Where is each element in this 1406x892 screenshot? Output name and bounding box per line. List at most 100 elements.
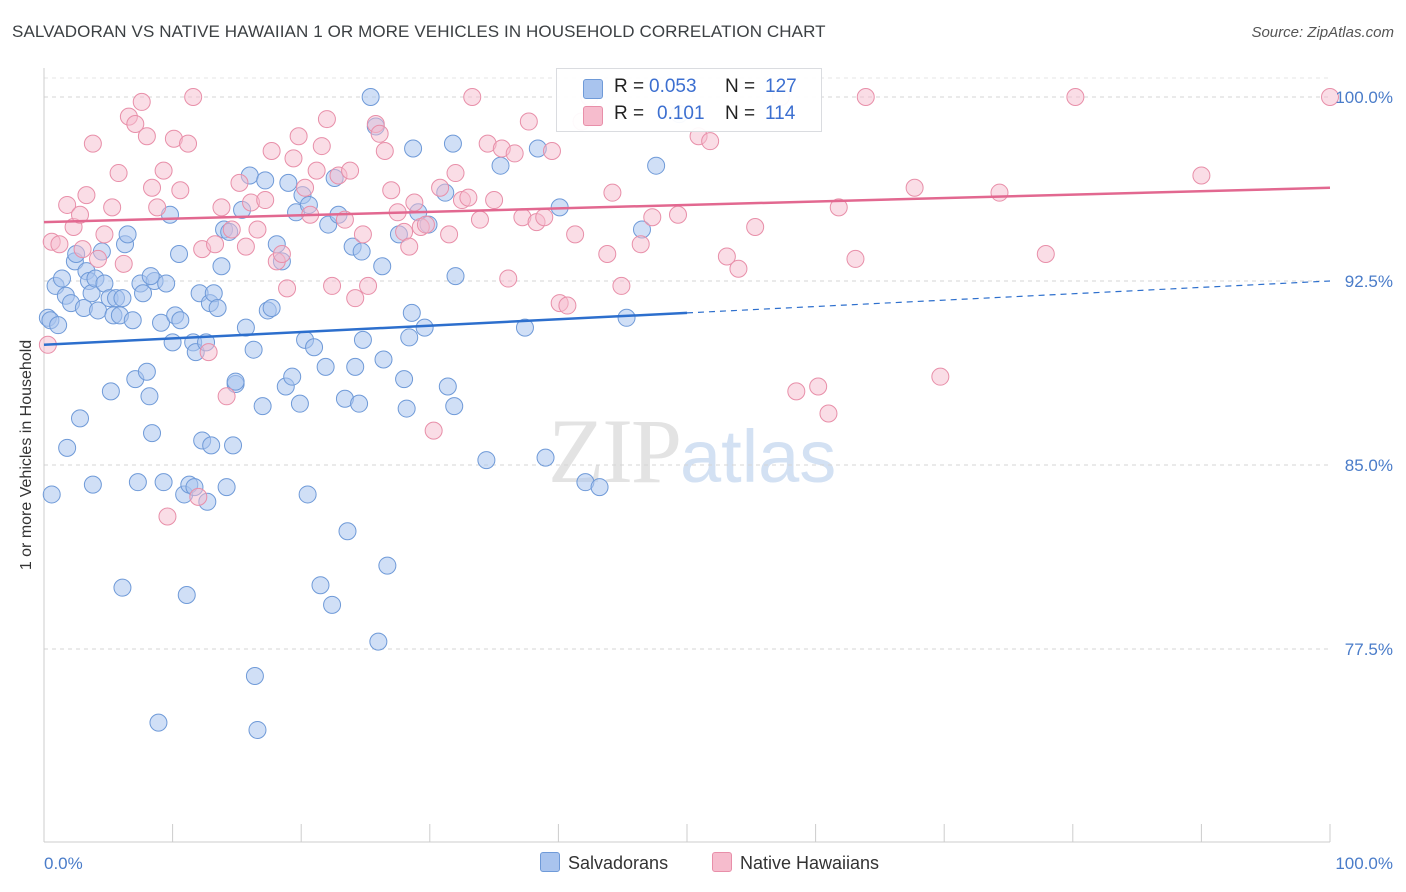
native-hawaiian-point bbox=[359, 276, 378, 295]
native-hawaiian-point bbox=[103, 198, 122, 217]
x-tick-label: 100.0% bbox=[1335, 854, 1393, 873]
native-hawaiian-point bbox=[809, 377, 828, 396]
salvadoran-point bbox=[42, 485, 61, 504]
salvadoran-point bbox=[256, 171, 275, 190]
native-hawaiian-point bbox=[89, 249, 108, 268]
native-hawaiian-point bbox=[405, 193, 424, 212]
native-hawaiian-point bbox=[905, 178, 924, 197]
bottom-legend-salvadorans: Salvadorans bbox=[540, 852, 668, 874]
native-hawaiian-point bbox=[542, 141, 561, 160]
native-hawaiian-point bbox=[787, 382, 806, 401]
salvadoran-point bbox=[236, 318, 255, 337]
native-hawaiian-point bbox=[179, 134, 198, 153]
legend-swatch-pink bbox=[583, 106, 603, 126]
native-hawaiian-point bbox=[71, 205, 90, 224]
tick-labels: 100.0% 92.5% 85.0% 77.5% 0.0% 100.0% bbox=[44, 88, 1393, 873]
native-hawaiian-point bbox=[73, 240, 92, 259]
salvadoran-point bbox=[338, 522, 357, 541]
salvadoran-point bbox=[177, 586, 196, 605]
native-hawaiian-point bbox=[83, 134, 102, 153]
salvadoran-point bbox=[49, 316, 68, 335]
native-hawaiian-point bbox=[199, 343, 218, 362]
native-hawaiian-point bbox=[154, 161, 173, 180]
native-hawaiian-point bbox=[431, 178, 450, 197]
legend-n-label: N = bbox=[725, 76, 756, 97]
y-tick-label: 85.0% bbox=[1345, 456, 1393, 475]
native-hawaiian-point bbox=[505, 144, 524, 163]
native-hawaiian-point bbox=[612, 276, 631, 295]
native-hawaiian-point bbox=[278, 279, 297, 298]
native-hawaiian-point bbox=[846, 249, 865, 268]
salvadoran-point bbox=[154, 473, 173, 492]
native-hawaiian-point bbox=[931, 367, 950, 386]
salvadoran-point bbox=[113, 578, 132, 597]
salvadoran-point bbox=[617, 308, 636, 327]
native-hawaiian-point bbox=[558, 296, 577, 315]
native-hawaiian-point bbox=[1036, 245, 1055, 264]
legend-r-label: R = bbox=[614, 103, 645, 124]
y-tick-label: 92.5% bbox=[1345, 272, 1393, 291]
legend-r-value: 0.053 bbox=[649, 76, 697, 97]
salvadoran-trend-line bbox=[43, 311, 688, 347]
legend-swatch-blue bbox=[583, 79, 603, 99]
native-hawaiian-point bbox=[346, 289, 365, 308]
salvadoran-point bbox=[253, 397, 272, 416]
salvadoran-point bbox=[316, 357, 335, 376]
legend-n-value: 114 bbox=[765, 103, 796, 124]
native-hawaiian-point bbox=[137, 127, 156, 146]
native-hawaiian-point bbox=[262, 141, 281, 160]
salvadoran-point bbox=[323, 595, 342, 614]
native-hawaiian-point bbox=[312, 137, 331, 156]
native-hawaiian-point bbox=[668, 205, 687, 224]
salvadoran-point bbox=[352, 242, 371, 261]
salvadoran-point bbox=[113, 289, 132, 308]
salvadoran-point bbox=[134, 284, 153, 303]
y-tick-label: 100.0% bbox=[1335, 88, 1393, 107]
salvadoran-point bbox=[536, 448, 555, 467]
salvadoran-point bbox=[311, 576, 330, 595]
native-hawaiian-point bbox=[566, 225, 585, 244]
native-hawaiian-point bbox=[272, 245, 291, 264]
native-hawaiian-point bbox=[446, 164, 465, 183]
salvadoran-point bbox=[290, 394, 309, 413]
bottom-legend-native-hawaiians: Native Hawaiians bbox=[712, 852, 879, 874]
chart-title: SALVADORAN VS NATIVE HAWAIIAN 1 OR MORE … bbox=[12, 22, 826, 41]
legend-r-value: 0.101 bbox=[657, 103, 705, 124]
watermark-atlas: atlas bbox=[680, 415, 837, 498]
native-hawaiian-point bbox=[341, 161, 360, 180]
salvadoran-point bbox=[395, 370, 414, 389]
salvadoran-point bbox=[71, 409, 90, 428]
native-hawaiian-point bbox=[256, 191, 275, 210]
salvadoran-point bbox=[445, 397, 464, 416]
native-hawaiian-point bbox=[50, 235, 69, 254]
salvadoran-point bbox=[141, 267, 160, 286]
native-hawaiian-point bbox=[109, 164, 128, 183]
native-hawaiian-point bbox=[856, 88, 875, 106]
native-hawaiian-point bbox=[289, 127, 308, 146]
native-hawaiian-point bbox=[470, 210, 489, 229]
legend-row-salvadorans: R = 0.053 N = 127 bbox=[557, 74, 821, 100]
native-hawaiian-point bbox=[323, 276, 342, 295]
watermark-zip: ZIP bbox=[548, 400, 682, 502]
salvadoran-point bbox=[208, 298, 227, 317]
native-hawaiian-point bbox=[535, 208, 554, 227]
native-hawaiian-point bbox=[519, 112, 538, 131]
salvadoran-point bbox=[262, 298, 281, 317]
native-hawaiian-point bbox=[631, 235, 650, 254]
native-hawaiian-point bbox=[296, 178, 315, 197]
native-hawaiian-point bbox=[95, 225, 114, 244]
native-hawaiian-trend-line bbox=[43, 186, 1331, 224]
native-hawaiian-point bbox=[463, 88, 482, 106]
salvadoran-point bbox=[350, 394, 369, 413]
bottom-legend-swatch-pink bbox=[712, 852, 732, 872]
native-hawaiian-point bbox=[416, 215, 435, 234]
native-hawaiian-point bbox=[353, 225, 372, 244]
native-hawaiian-point bbox=[284, 149, 303, 168]
salvadoran-point bbox=[143, 424, 162, 443]
native-hawaiian-point bbox=[440, 225, 459, 244]
legend: R = 0.053 N = 127 R = 0.101 N = 114 bbox=[556, 68, 822, 132]
salvadoran-point bbox=[590, 478, 609, 497]
watermark: ZIPatlas bbox=[548, 398, 836, 504]
salvadoran-point bbox=[212, 257, 231, 276]
